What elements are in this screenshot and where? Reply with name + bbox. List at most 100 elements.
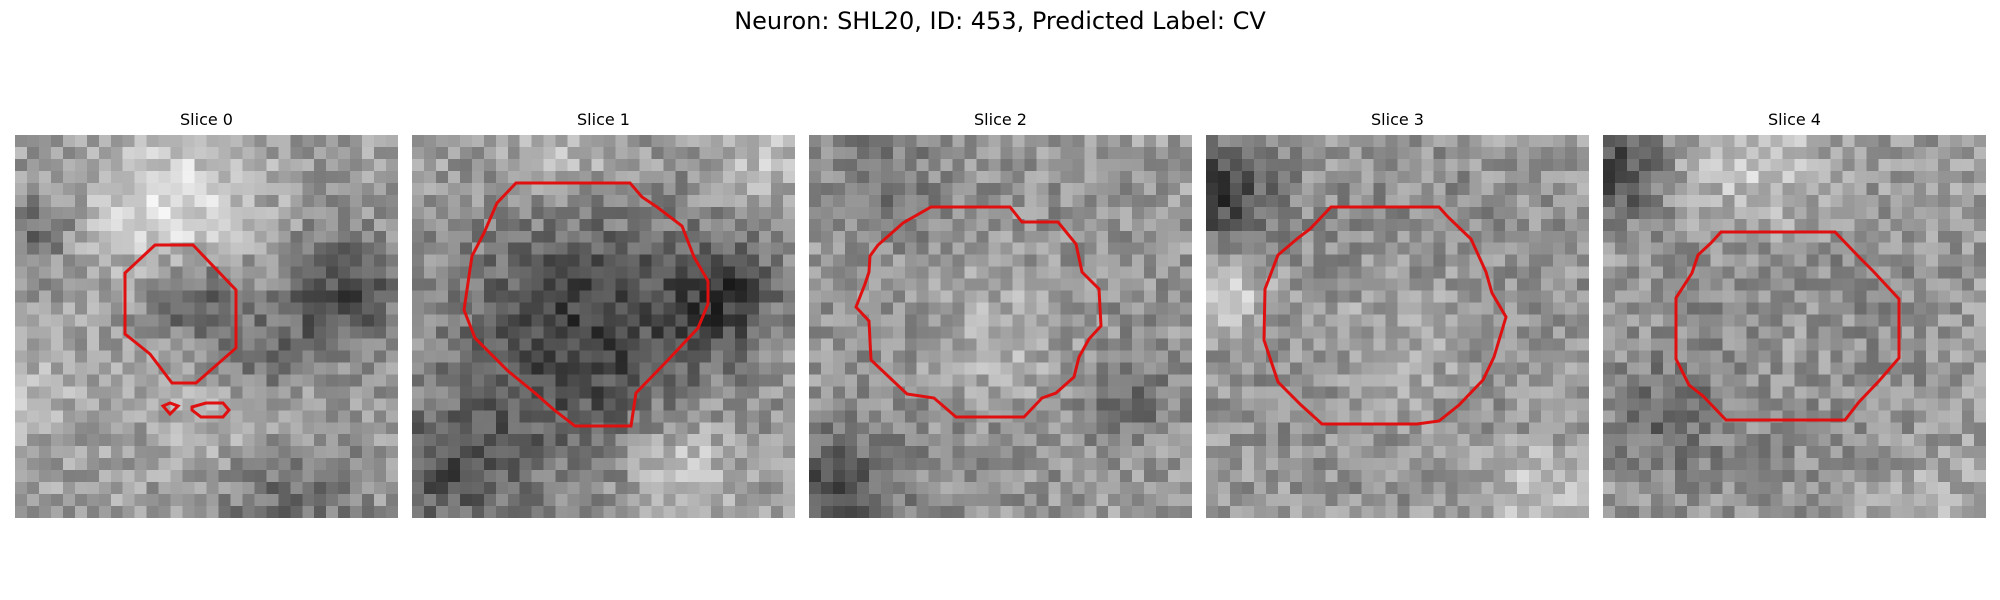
image-pixel bbox=[1036, 470, 1049, 483]
image-pixel bbox=[1445, 290, 1458, 304]
image-pixel bbox=[266, 135, 279, 148]
image-pixel bbox=[555, 398, 569, 411]
image-pixel bbox=[1517, 398, 1530, 411]
image-pixel bbox=[1072, 326, 1085, 340]
image-pixel bbox=[1457, 194, 1470, 208]
image-pixel bbox=[1686, 326, 1700, 340]
image-pixel bbox=[735, 206, 748, 220]
image-pixel bbox=[98, 446, 112, 459]
image-pixel bbox=[50, 470, 64, 483]
image-pixel bbox=[206, 302, 220, 316]
image-pixel bbox=[579, 482, 593, 495]
image-pixel bbox=[1493, 135, 1506, 148]
image-pixel bbox=[1481, 398, 1494, 411]
image-pixel bbox=[1289, 314, 1303, 328]
image-pixel bbox=[158, 338, 172, 352]
image-pixel bbox=[158, 470, 172, 483]
image-pixel bbox=[1373, 314, 1387, 328]
image-pixel bbox=[290, 218, 303, 232]
image-pixel bbox=[1277, 494, 1291, 507]
image-pixel bbox=[964, 506, 978, 518]
image-pixel bbox=[266, 470, 279, 483]
image-pixel bbox=[1469, 146, 1482, 160]
image-pixel bbox=[374, 135, 387, 148]
image-pixel bbox=[1686, 170, 1700, 184]
image-pixel bbox=[723, 182, 736, 196]
image-pixel bbox=[1168, 338, 1181, 352]
image-pixel bbox=[1349, 290, 1363, 304]
image-pixel bbox=[1782, 350, 1796, 364]
image-pixel bbox=[1385, 362, 1399, 375]
image-pixel bbox=[1036, 266, 1049, 280]
image-pixel bbox=[374, 362, 387, 375]
image-pixel bbox=[1746, 170, 1760, 184]
image-pixel bbox=[820, 386, 834, 399]
image-pixel bbox=[86, 194, 100, 208]
image-pixel bbox=[1409, 458, 1423, 471]
image-pixel bbox=[146, 230, 160, 244]
image-pixel bbox=[1517, 302, 1530, 316]
image-pixel bbox=[747, 194, 760, 208]
image-pixel bbox=[26, 230, 40, 244]
image-pixel bbox=[940, 278, 954, 292]
image-pixel bbox=[1217, 422, 1231, 435]
image-pixel bbox=[759, 398, 772, 411]
image-pixel bbox=[1481, 242, 1494, 256]
image-pixel bbox=[1565, 302, 1578, 316]
image-pixel bbox=[1108, 242, 1121, 256]
image-pixel bbox=[447, 254, 461, 268]
image-pixel bbox=[1577, 242, 1589, 256]
image-pixel bbox=[1603, 338, 1616, 352]
image-pixel bbox=[1156, 230, 1169, 244]
image-pixel bbox=[1818, 326, 1832, 340]
image-pixel bbox=[832, 242, 846, 256]
image-pixel bbox=[1000, 242, 1014, 256]
image-pixel bbox=[1842, 446, 1855, 459]
image-pixel bbox=[1241, 135, 1255, 148]
image-pixel bbox=[1229, 170, 1243, 184]
image-pixel bbox=[1373, 374, 1387, 387]
image-pixel bbox=[38, 290, 52, 304]
image-pixel bbox=[266, 242, 279, 256]
image-pixel bbox=[519, 206, 533, 220]
image-pixel bbox=[254, 135, 267, 148]
image-pixel bbox=[1397, 290, 1411, 304]
image-pixel bbox=[820, 482, 834, 495]
image-pixel bbox=[1902, 242, 1915, 256]
image-pixel bbox=[952, 362, 966, 375]
image-pixel bbox=[1349, 434, 1363, 447]
image-pixel bbox=[1361, 206, 1375, 220]
image-pixel bbox=[412, 266, 425, 280]
image-pixel bbox=[543, 350, 557, 364]
image-pixel bbox=[531, 374, 545, 387]
image-pixel bbox=[1096, 338, 1109, 352]
image-pixel bbox=[1493, 458, 1506, 471]
image-pixel bbox=[1445, 506, 1458, 518]
image-pixel bbox=[1553, 494, 1566, 507]
image-pixel bbox=[1313, 278, 1327, 292]
image-pixel bbox=[771, 422, 784, 435]
image-pixel bbox=[1337, 290, 1351, 304]
image-pixel bbox=[1313, 506, 1327, 518]
image-pixel bbox=[1734, 434, 1748, 447]
image-pixel bbox=[1024, 206, 1038, 220]
image-pixel bbox=[1926, 278, 1939, 292]
image-pixel bbox=[362, 230, 375, 244]
image-pixel bbox=[386, 470, 398, 483]
image-pixel bbox=[1325, 410, 1339, 423]
image-pixel bbox=[1000, 326, 1014, 340]
image-pixel bbox=[1253, 278, 1267, 292]
image-pixel bbox=[916, 470, 930, 483]
image-pixel bbox=[170, 266, 184, 280]
image-pixel bbox=[1024, 170, 1038, 184]
image-pixel bbox=[483, 410, 497, 423]
image-pixel bbox=[1313, 290, 1327, 304]
image-pixel bbox=[880, 146, 894, 160]
image-pixel bbox=[1962, 266, 1975, 280]
image-pixel bbox=[386, 314, 398, 328]
image-pixel bbox=[1217, 206, 1231, 220]
image-pixel bbox=[50, 338, 64, 352]
image-pixel bbox=[15, 326, 28, 340]
image-pixel bbox=[314, 446, 327, 459]
image-pixel bbox=[1650, 135, 1664, 148]
